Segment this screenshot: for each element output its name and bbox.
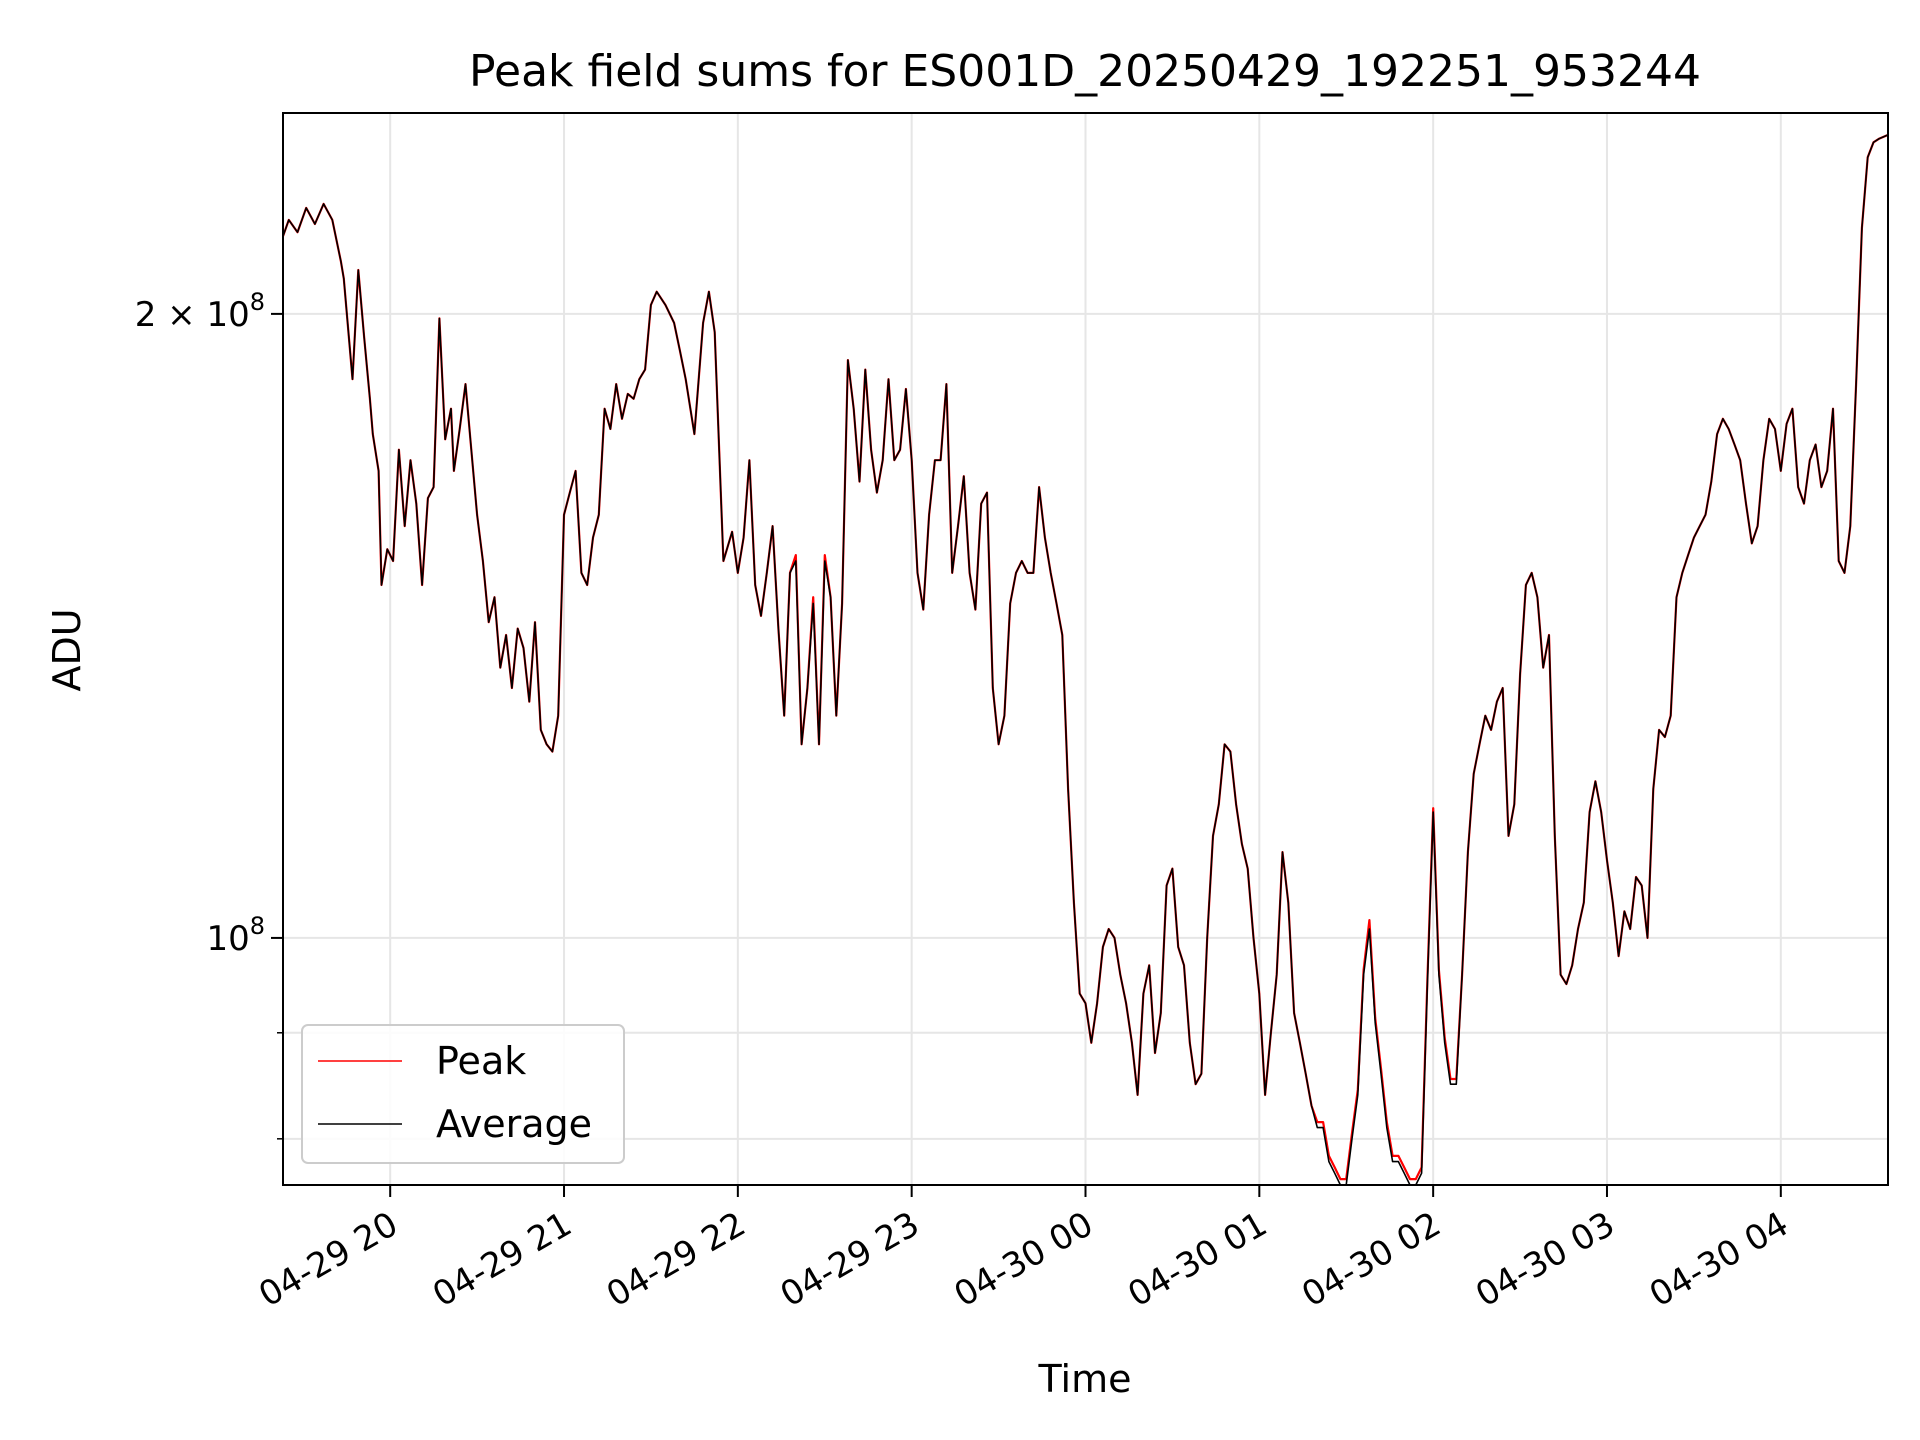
series-layer <box>283 133 1888 1185</box>
legend-label-peak: Peak <box>436 1039 526 1083</box>
chart-title: Peak field sums for ES001D_20250429_1922… <box>469 46 1701 97</box>
legend-box <box>301 1024 625 1164</box>
legend-label-average: Average <box>436 1102 592 1146</box>
legend: Peak Average <box>301 1024 625 1164</box>
y-axis-label: ADU <box>45 608 89 691</box>
x-axis-label: Time <box>1038 1357 1132 1401</box>
y-tick-label: 2 × 108 <box>135 288 265 335</box>
y-tick-label: 108 <box>206 912 265 959</box>
y-ticks: 2 × 108 108 <box>135 288 283 1140</box>
series-line-average <box>283 134 1888 1185</box>
